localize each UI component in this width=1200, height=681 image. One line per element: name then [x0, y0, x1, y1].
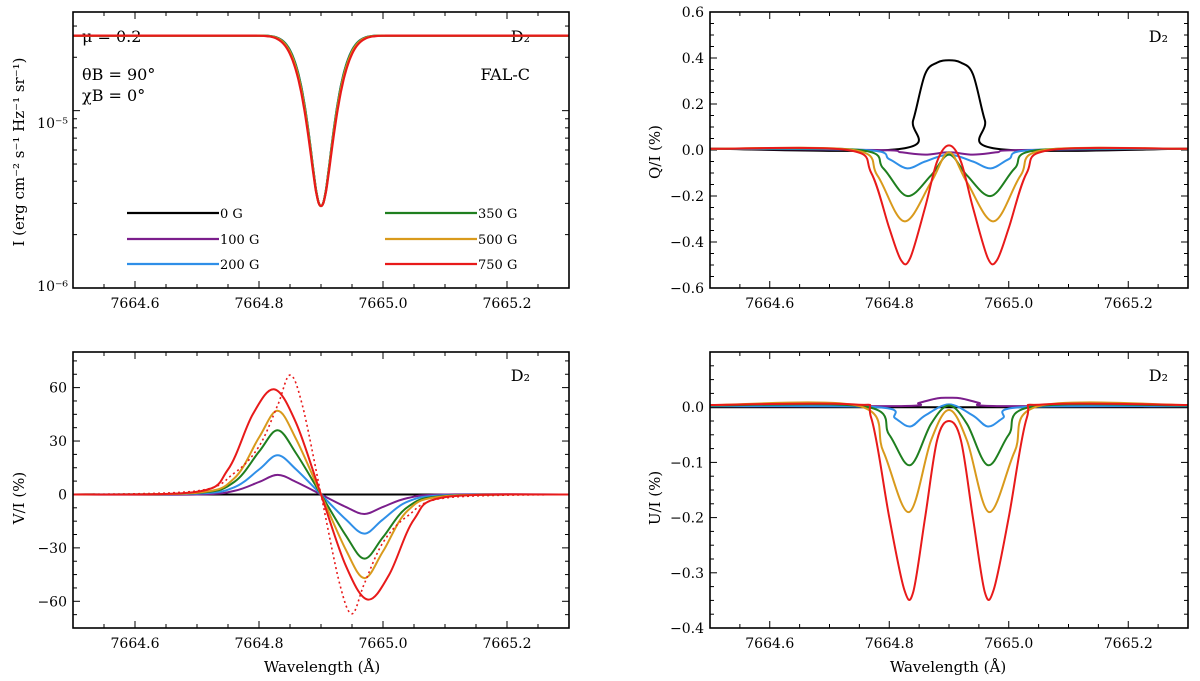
vi-series-750-G-dotted: [73, 374, 569, 615]
vi-x-tick-label: 7664.8: [235, 636, 284, 652]
intensity-legend: 0 G 100 G 200 G 350 G 500 G 750 G: [127, 207, 517, 273]
intensity-y-label: I (erg cm⁻² s⁻¹ Hz⁻¹ sr⁻¹): [10, 57, 28, 246]
ui-series-100-G: [710, 396, 1188, 408]
qi-y-tick-label: 0.2: [682, 97, 704, 113]
qi-line-label: D₂: [1149, 27, 1168, 46]
chiB-annotation: χB = 0°: [82, 86, 145, 105]
qi-x-tick-label: 7664.8: [865, 296, 914, 312]
intensity-plot-frame: [72, 11, 570, 289]
qi-y-tick-label: 0.4: [682, 51, 704, 67]
qi-x-tick-label: 7664.6: [745, 296, 794, 312]
thetaB-annotation: θB = 90°: [82, 65, 155, 84]
ui-x-tick-label: 7665.0: [984, 636, 1033, 652]
vi-y-tick-label: 30: [49, 434, 67, 450]
intensity-x-tick-label: 7664.8: [235, 296, 284, 312]
intensity-x-tick-label: 7664.6: [111, 296, 160, 312]
vi-line-label: D₂: [511, 366, 530, 385]
ui-x-label: Wavelength (Å): [890, 658, 1006, 676]
ui-plot-frame: [709, 351, 1189, 629]
vi-x-tick-label: 7665.0: [359, 636, 408, 652]
qi-panel: D₂ Q/I (%) 7664.6 7664.8 7665.0 7665.2 −0.6 −…: [646, 5, 1189, 312]
legend-label-200G: 200 G: [220, 258, 259, 273]
qi-y-tick-label: −0.2: [670, 189, 704, 205]
legend-label-500G: 500 G: [478, 233, 517, 248]
ui-y-tick-label: −0.2: [670, 511, 704, 527]
intensity-series-100G: [73, 34, 569, 208]
qi-y-tick-label: 0.6: [682, 5, 704, 21]
legend-label-100G: 100 G: [220, 233, 259, 248]
intensity-series-350G: [73, 34, 569, 208]
intensity-series-0G: [73, 34, 569, 208]
vi-x-tick-label: 7664.6: [111, 636, 160, 652]
ui-x-tick-label: 7665.2: [1104, 636, 1153, 652]
legend-label-750G: 750 G: [478, 258, 517, 273]
legend-label-350G: 350 G: [478, 207, 517, 222]
intensity-panel: μ = 0.2 D₂ θB = 90° FAL-C χB = 0° I (erg…: [10, 11, 570, 312]
intensity-series-500G: [73, 34, 569, 208]
atmosphere-annotation: FAL-C: [480, 65, 530, 84]
qi-y-label: Q/I (%): [646, 125, 664, 179]
intensity-series-750G: [73, 34, 569, 208]
ui-series-750-G: [710, 402, 1188, 601]
ui-y-tick-label: 0.0: [682, 400, 704, 416]
qi-series-350-G: [710, 147, 1188, 197]
vi-y-tick-label: −30: [37, 541, 67, 557]
ui-series-500-G: [710, 401, 1188, 514]
legend-label-0G: 0 G: [220, 207, 243, 222]
vi-x-tick-label: 7665.2: [483, 636, 532, 652]
qi-series-750-G: [710, 144, 1188, 266]
vi-y-tick-label: 0: [58, 487, 67, 503]
ui-line-label: D₂: [1149, 366, 1168, 385]
qi-x-tick-label: 7665.2: [1104, 296, 1153, 312]
intensity-x-tick-label: 7665.0: [359, 296, 408, 312]
ui-panel: D₂ U/I (%) Wavelength (Å) 7664.6 7664.8 76…: [646, 351, 1189, 676]
vi-y-tick-label: 60: [49, 381, 67, 397]
ui-x-tick-label: 7664.8: [865, 636, 914, 652]
vi-panel: D₂ V/I (%) Wavelength (Å) 7664.6 7664.8 76…: [10, 351, 570, 676]
ui-y-tick-label: −0.1: [670, 455, 704, 471]
vi-x-label: Wavelength (Å): [264, 658, 380, 676]
ui-series-200-G: [710, 403, 1188, 428]
qi-y-tick-label: −0.4: [670, 235, 704, 251]
intensity-y-tick-1e-5: 10⁻⁵: [37, 116, 68, 132]
ui-series-350-G: [710, 403, 1188, 467]
vi-y-label: V/I (%): [10, 472, 28, 526]
ui-y-label: U/I (%): [646, 471, 664, 525]
qi-y-tick-label: −0.6: [670, 281, 704, 297]
vi-plot-frame: [72, 351, 570, 629]
ui-y-tick-label: −0.4: [670, 621, 704, 637]
qi-x-tick-label: 7665.0: [984, 296, 1033, 312]
intensity-x-tick-label: 7665.2: [483, 296, 532, 312]
ui-x-tick-label: 7664.6: [745, 636, 794, 652]
qi-y-tick-label: 0.0: [682, 143, 704, 159]
intensity-y-tick-1e-6: 10⁻⁶: [37, 279, 68, 295]
intensity-series-200G: [73, 34, 569, 208]
qi-plot-frame: [709, 11, 1189, 289]
qi-series-0-G: [710, 59, 1188, 152]
qi-series-500-G: [710, 146, 1188, 223]
vi-y-tick-label: −60: [37, 594, 67, 610]
ui-y-tick-label: −0.3: [670, 566, 704, 582]
